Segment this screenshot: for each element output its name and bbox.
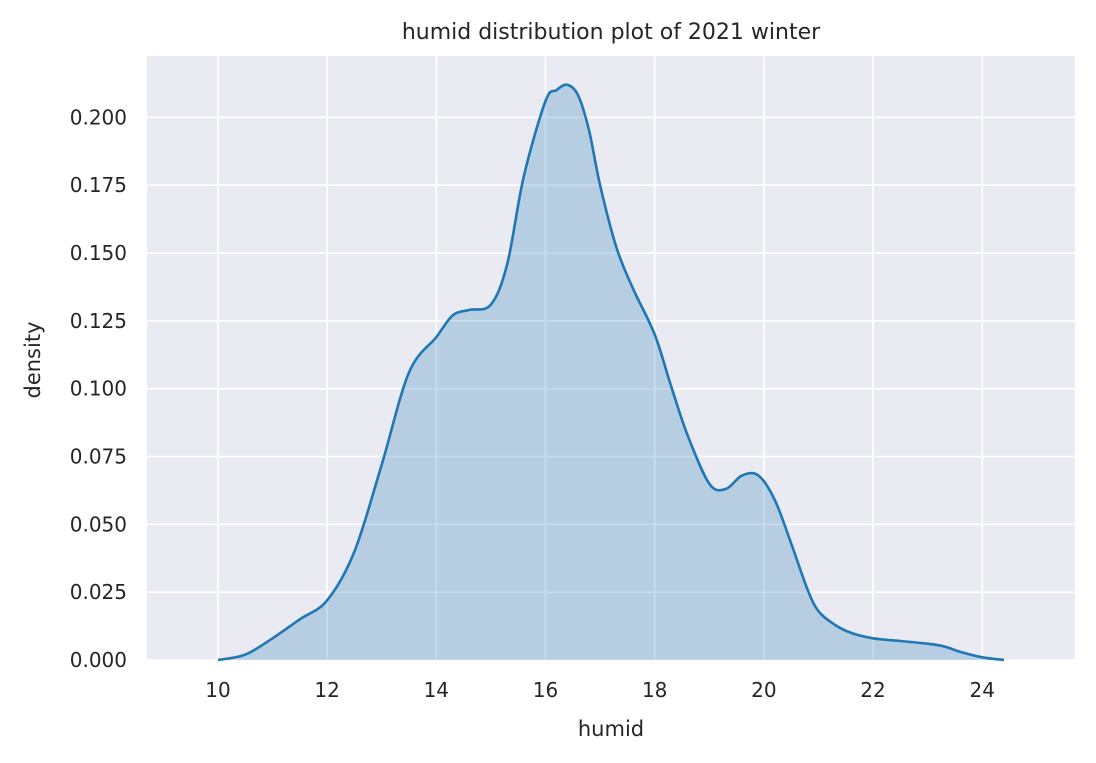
x-axis-label: humid <box>578 717 644 741</box>
y-tick-label: 0.025 <box>70 580 127 604</box>
y-tick-label: 0.000 <box>70 648 127 672</box>
x-tick-label: 24 <box>969 678 994 702</box>
x-tick-label: 18 <box>642 678 667 702</box>
x-tick-label: 10 <box>205 678 230 702</box>
y-tick-label: 0.175 <box>70 173 127 197</box>
x-tick-label: 14 <box>424 678 449 702</box>
y-tick-label: 0.075 <box>70 444 127 468</box>
x-tick-label: 16 <box>533 678 558 702</box>
x-tick-label: 12 <box>314 678 339 702</box>
y-axis-ticks: 0.000 0.025 0.050 0.075 0.100 0.125 0.150 0.175… <box>70 105 127 672</box>
y-tick-label: 0.125 <box>70 309 127 333</box>
plot-background <box>147 56 1075 660</box>
density-area <box>217 84 1005 660</box>
y-tick-label: 0.050 <box>70 512 127 536</box>
grid-lines <box>147 56 1075 661</box>
y-tick-label: 0.200 <box>70 105 127 129</box>
chart-title: humid distribution plot of 2021 winter <box>402 20 821 45</box>
density-line <box>217 83 1005 662</box>
x-tick-label: 20 <box>751 678 776 702</box>
y-axis-label: density <box>21 322 45 399</box>
y-tick-label: 0.150 <box>70 241 127 265</box>
x-tick-label: 22 <box>860 678 885 702</box>
y-tick-label: 0.100 <box>70 377 127 401</box>
x-axis-ticks: 10 12 14 16 18 20 22 24 <box>205 678 995 702</box>
